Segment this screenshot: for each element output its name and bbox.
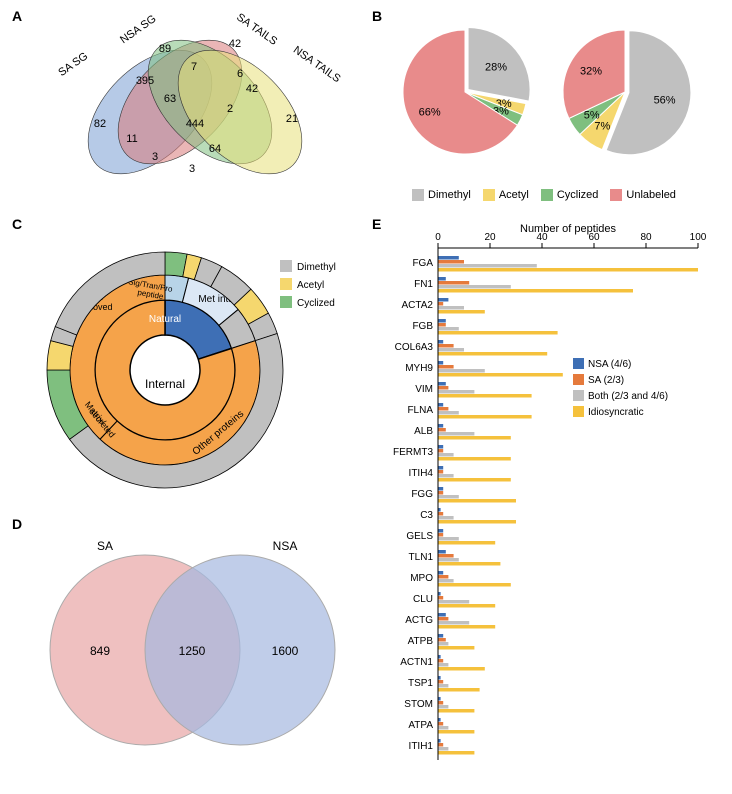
svg-text:28%: 28% (485, 61, 507, 73)
svg-text:ITIH4: ITIH4 (409, 468, 434, 479)
svg-text:COL6A3: COL6A3 (395, 342, 434, 353)
svg-text:TLN1: TLN1 (409, 552, 434, 563)
svg-text:Dimethyl: Dimethyl (297, 262, 336, 273)
svg-text:444: 444 (186, 118, 204, 130)
svg-text:395: 395 (136, 75, 154, 87)
svg-text:7: 7 (191, 61, 197, 73)
panel-a-venn4: 828942213957421166324446433SA SGNSA SGSA… (30, 12, 360, 202)
svg-text:NSA (4/6): NSA (4/6) (588, 359, 631, 370)
panel-b-legend: DimethylAcetylCyclizedUnlabeled (380, 189, 720, 204)
svg-text:100: 100 (690, 232, 707, 243)
svg-text:CLU: CLU (413, 594, 433, 605)
svg-text:SA (2/3): SA (2/3) (588, 375, 624, 386)
svg-text:11: 11 (126, 133, 137, 145)
svg-text:ALB: ALB (414, 426, 433, 437)
svg-text:FGG: FGG (411, 489, 433, 500)
svg-text:Number of peptides: Number of peptides (520, 223, 616, 235)
svg-text:GELS: GELS (406, 531, 433, 542)
svg-text:82: 82 (94, 118, 106, 130)
svg-text:C3: C3 (420, 510, 433, 521)
svg-text:NSA: NSA (273, 539, 298, 553)
svg-text:MPO: MPO (410, 573, 433, 584)
panel-b-pies: 28%3%3%66%56%7%5%32% DimethylAcetylCycli… (380, 12, 720, 202)
svg-text:FGB: FGB (412, 321, 433, 332)
svg-text:21: 21 (286, 113, 298, 125)
svg-text:0: 0 (435, 232, 441, 243)
svg-text:TSP1: TSP1 (408, 678, 433, 689)
svg-text:849: 849 (90, 644, 110, 658)
svg-text:3: 3 (152, 151, 158, 163)
panel-c-donut: NaturalInternalMetremovedSig/Tran/Propep… (30, 220, 360, 500)
panel-d-venn2: 849 1250 1600 SA NSA (30, 520, 360, 780)
svg-text:89: 89 (159, 43, 171, 55)
svg-text:63: 63 (164, 93, 176, 105)
svg-text:66%: 66% (419, 106, 441, 118)
svg-text:SA: SA (97, 539, 113, 553)
svg-text:Acetyl: Acetyl (297, 280, 324, 291)
svg-text:ATPA: ATPA (408, 720, 433, 731)
panel-d-label: D (12, 516, 22, 532)
panel-a-label: A (12, 8, 22, 24)
svg-text:NSA TAILS: NSA TAILS (291, 44, 343, 85)
svg-text:1250: 1250 (179, 644, 206, 658)
svg-text:Both (2/3 and 4/6): Both (2/3 and 4/6) (588, 391, 668, 402)
svg-text:FLNA: FLNA (407, 405, 433, 416)
svg-text:FGA: FGA (412, 258, 433, 269)
svg-text:VIM: VIM (415, 384, 433, 395)
svg-text:FN1: FN1 (414, 279, 433, 290)
svg-text:5%: 5% (584, 110, 600, 122)
svg-text:42: 42 (229, 38, 241, 50)
svg-text:STOM: STOM (404, 699, 433, 710)
svg-text:ACTA2: ACTA2 (402, 300, 434, 311)
svg-text:ACTG: ACTG (405, 615, 433, 626)
svg-text:ATPB: ATPB (408, 636, 434, 647)
svg-text:3: 3 (189, 163, 195, 175)
panel-c-label: C (12, 216, 22, 232)
svg-text:80: 80 (640, 232, 652, 243)
svg-text:NSA SG: NSA SG (118, 13, 158, 46)
svg-text:2: 2 (227, 103, 233, 115)
svg-text:Idiosyncratic: Idiosyncratic (588, 407, 644, 418)
svg-text:56%: 56% (654, 95, 676, 107)
svg-text:Natural: Natural (149, 314, 181, 325)
svg-text:32%: 32% (580, 65, 602, 77)
svg-text:SA SG: SA SG (56, 50, 90, 79)
svg-text:MYH9: MYH9 (405, 363, 433, 374)
svg-text:6: 6 (237, 68, 243, 80)
panel-e-bars: 020406080100Number of peptidesFGAFN1ACTA… (380, 220, 720, 780)
svg-text:Internal: Internal (145, 377, 185, 391)
svg-text:20: 20 (484, 232, 496, 243)
svg-text:42: 42 (246, 83, 258, 95)
svg-text:ITIH1: ITIH1 (409, 741, 434, 752)
svg-text:Cyclized: Cyclized (297, 298, 335, 309)
svg-text:7%: 7% (594, 120, 610, 132)
svg-text:ACTN1: ACTN1 (400, 657, 433, 668)
svg-text:64: 64 (209, 143, 221, 155)
svg-text:1600: 1600 (272, 644, 299, 658)
svg-text:FERMT3: FERMT3 (393, 447, 433, 458)
